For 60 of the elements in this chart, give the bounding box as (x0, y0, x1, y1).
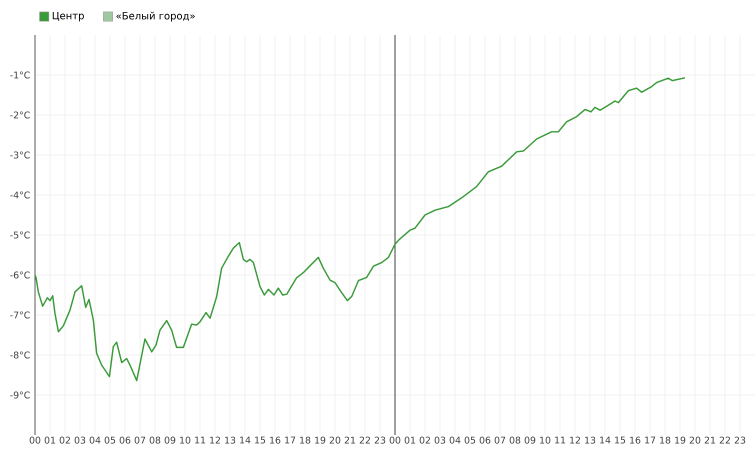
x-tick-label: 04 (90, 436, 100, 444)
x-tick-label: 13 (225, 436, 236, 444)
x-tick-label: 14 (240, 436, 250, 444)
x-tick-label: 03 (434, 436, 446, 444)
x-tick-label: 06 (480, 436, 490, 444)
y-tick-label: -1°C (10, 71, 30, 79)
line-series (34, 77, 686, 382)
x-tick-label: 20 (690, 436, 700, 444)
x-tick-label: 20 (330, 436, 340, 444)
x-tick-label: 00 (390, 436, 400, 444)
x-tick-label: 23 (734, 436, 746, 444)
x-tick-label: 11 (195, 436, 206, 444)
x-tick-label: 19 (315, 436, 326, 444)
y-tick-label: -5°C (10, 231, 30, 239)
x-tick-label: 05 (464, 436, 476, 444)
x-tick-label: 09 (164, 436, 176, 444)
x-tick-label: 14 (600, 436, 610, 444)
x-tick-label: 12 (570, 436, 580, 444)
legend-label: Центр (52, 12, 84, 22)
x-tick-label: 10 (180, 436, 190, 444)
x-tick-label: 22 (360, 436, 370, 444)
x-tick-label: 16 (270, 436, 280, 444)
x-tick-label: 21 (344, 436, 356, 444)
x-tick-label: 09 (524, 436, 536, 444)
x-tick-label: 21 (704, 436, 716, 444)
x-tick-label: 07 (494, 436, 506, 444)
x-tick-label: 06 (120, 436, 130, 444)
x-tick-label: 22 (720, 436, 730, 444)
x-tick-label: 03 (74, 436, 86, 444)
y-tick-label: -8°C (10, 351, 30, 359)
x-tick-label: 07 (134, 436, 146, 444)
x-tick-label: 01 (44, 436, 56, 444)
legend-label: «Белый город» (116, 12, 195, 22)
x-tick-label: 18 (660, 436, 670, 444)
x-tick-label: 15 (255, 436, 266, 444)
x-tick-label: 02 (420, 436, 430, 444)
x-tick-label: 10 (540, 436, 550, 444)
x-tick-label: 02 (60, 436, 70, 444)
x-tick-label: 16 (630, 436, 640, 444)
x-tick-label: 05 (104, 436, 116, 444)
x-tick-label: 23 (374, 436, 386, 444)
x-tick-label: 01 (404, 436, 416, 444)
x-tick-label: 00 (30, 436, 40, 444)
y-tick-label: -2°C (10, 111, 30, 119)
y-tick-label: -6°C (10, 271, 30, 279)
y-tick-label: -4°C (10, 191, 30, 199)
x-tick-label: 19 (675, 436, 686, 444)
x-tick-label: 08 (150, 436, 160, 444)
x-tick-label: 08 (510, 436, 520, 444)
x-tick-label: 17 (645, 436, 656, 444)
x-tick-label: 15 (615, 436, 626, 444)
x-tick-label: 04 (450, 436, 460, 444)
x-tick-label: 11 (555, 436, 566, 444)
x-tick-label: 12 (210, 436, 220, 444)
y-tick-label: -7°C (10, 311, 30, 319)
x-tick-label: 18 (300, 436, 310, 444)
y-tick-label: -9°C (10, 391, 30, 399)
y-tick-label: -3°C (10, 151, 30, 159)
x-tick-label: 13 (585, 436, 596, 444)
x-tick-label: 17 (285, 436, 296, 444)
